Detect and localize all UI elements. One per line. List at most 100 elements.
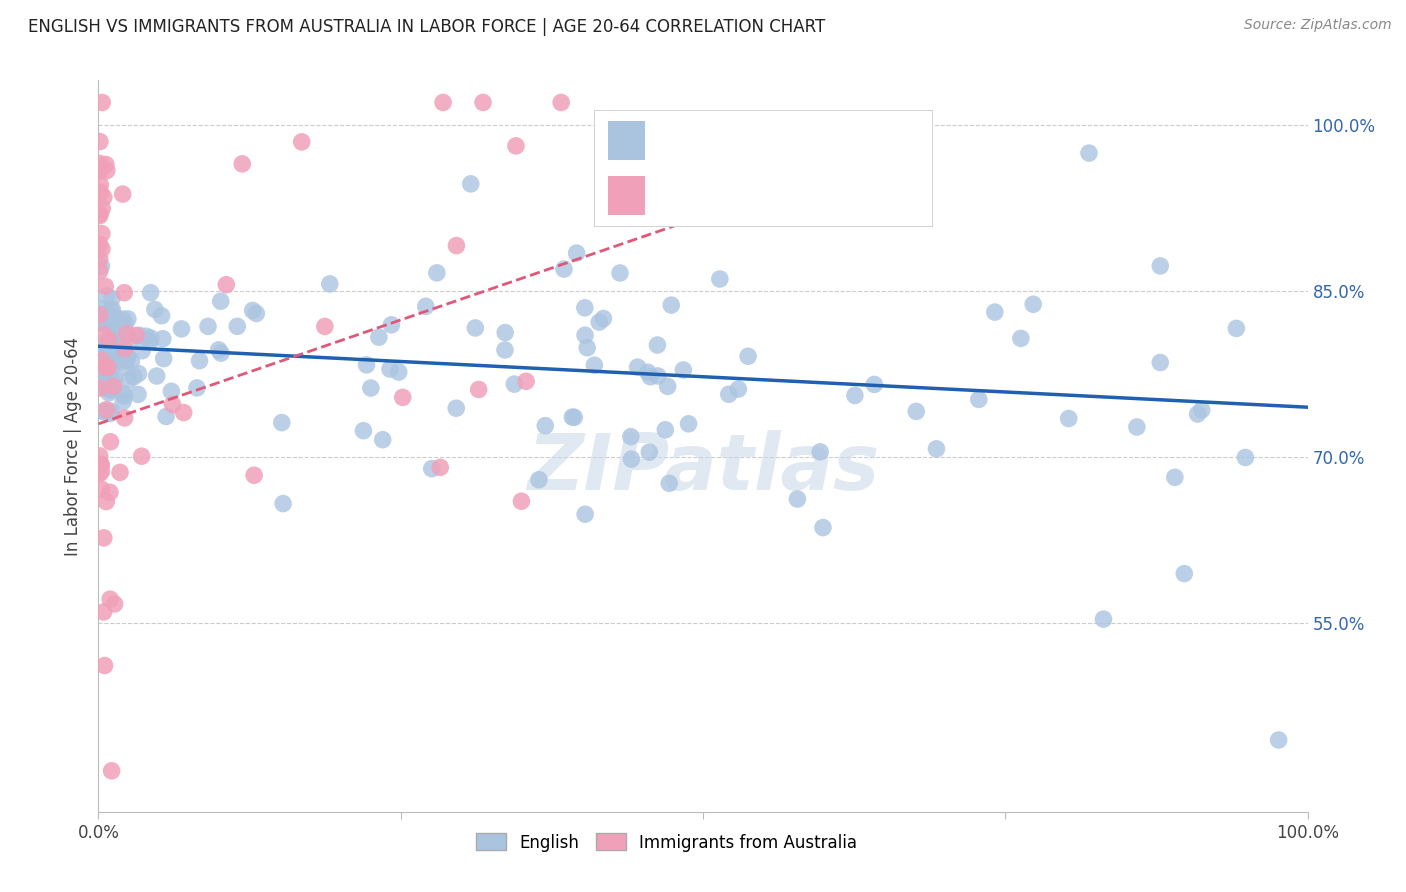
Point — [89, 237, 111, 252]
Point — [1234, 450, 1257, 465]
Point — [314, 319, 336, 334]
Point — [115, 350, 138, 364]
Point — [100, 434, 122, 449]
Point — [429, 460, 451, 475]
Point — [626, 360, 648, 375]
Point — [89, 164, 111, 178]
Point — [360, 381, 382, 395]
Point — [111, 187, 134, 202]
Point — [515, 374, 537, 388]
Point — [420, 461, 443, 475]
Point — [446, 401, 468, 416]
Point — [89, 178, 111, 192]
Point — [226, 319, 249, 334]
Point — [388, 365, 411, 379]
Point — [90, 259, 112, 273]
Point — [97, 356, 120, 370]
Point — [170, 322, 193, 336]
Point — [139, 285, 162, 300]
Point — [352, 424, 374, 438]
Point — [647, 368, 669, 383]
Point — [104, 310, 127, 325]
Point — [114, 342, 136, 356]
Point — [115, 326, 138, 341]
Point — [1078, 146, 1101, 161]
Point — [94, 374, 117, 388]
Point — [96, 402, 118, 417]
Point — [101, 292, 124, 306]
Point — [100, 302, 122, 317]
Point — [89, 156, 111, 170]
Point — [1057, 411, 1080, 425]
Point — [863, 377, 886, 392]
Point — [638, 445, 661, 459]
Point — [505, 139, 527, 153]
Point — [446, 238, 468, 252]
Point — [115, 353, 138, 368]
Point — [96, 494, 118, 508]
Point — [94, 340, 117, 354]
Point — [93, 317, 115, 331]
Point — [98, 384, 121, 398]
Point — [100, 343, 122, 358]
Point — [808, 445, 831, 459]
Point — [112, 389, 135, 403]
Point — [127, 387, 149, 401]
Point — [583, 358, 606, 372]
Point — [231, 157, 253, 171]
Point — [426, 266, 449, 280]
Point — [89, 207, 111, 221]
Point — [464, 321, 486, 335]
Point — [89, 209, 111, 223]
Point — [90, 458, 112, 473]
Point — [89, 467, 111, 481]
Point — [91, 242, 114, 256]
Point — [553, 262, 575, 277]
Point — [657, 379, 679, 393]
Point — [90, 464, 112, 478]
Point — [91, 345, 114, 359]
Point — [467, 383, 489, 397]
Point — [89, 378, 111, 392]
Point — [96, 163, 118, 178]
Point — [90, 227, 112, 241]
Legend: English, Immigrants from Australia: English, Immigrants from Australia — [470, 827, 865, 858]
Point — [367, 330, 389, 344]
Point — [658, 476, 681, 491]
Point — [94, 356, 117, 370]
Point — [93, 327, 115, 342]
Point — [93, 658, 115, 673]
Point — [93, 360, 115, 375]
Point — [89, 264, 111, 278]
Point — [128, 328, 150, 343]
Point — [97, 336, 120, 351]
Point — [97, 360, 120, 375]
Point — [114, 318, 136, 332]
Point — [117, 350, 139, 364]
Point — [1092, 612, 1115, 626]
Point — [93, 531, 115, 545]
Point — [1126, 420, 1149, 434]
Point — [89, 381, 111, 395]
Point — [209, 346, 232, 360]
Point — [173, 406, 195, 420]
Point — [89, 359, 111, 374]
Point — [96, 367, 118, 381]
Point — [107, 325, 129, 339]
Point — [100, 764, 122, 778]
Point — [98, 592, 121, 607]
Point — [89, 449, 111, 463]
Point — [1225, 321, 1247, 335]
Point — [576, 341, 599, 355]
Point — [96, 361, 118, 376]
Point — [97, 307, 120, 321]
Point — [89, 356, 111, 370]
Point — [654, 423, 676, 437]
Point — [672, 363, 695, 377]
Point — [380, 318, 402, 332]
Point — [460, 177, 482, 191]
Point — [98, 407, 121, 421]
Point — [740, 175, 762, 189]
Point — [101, 317, 124, 331]
Point — [98, 382, 121, 396]
